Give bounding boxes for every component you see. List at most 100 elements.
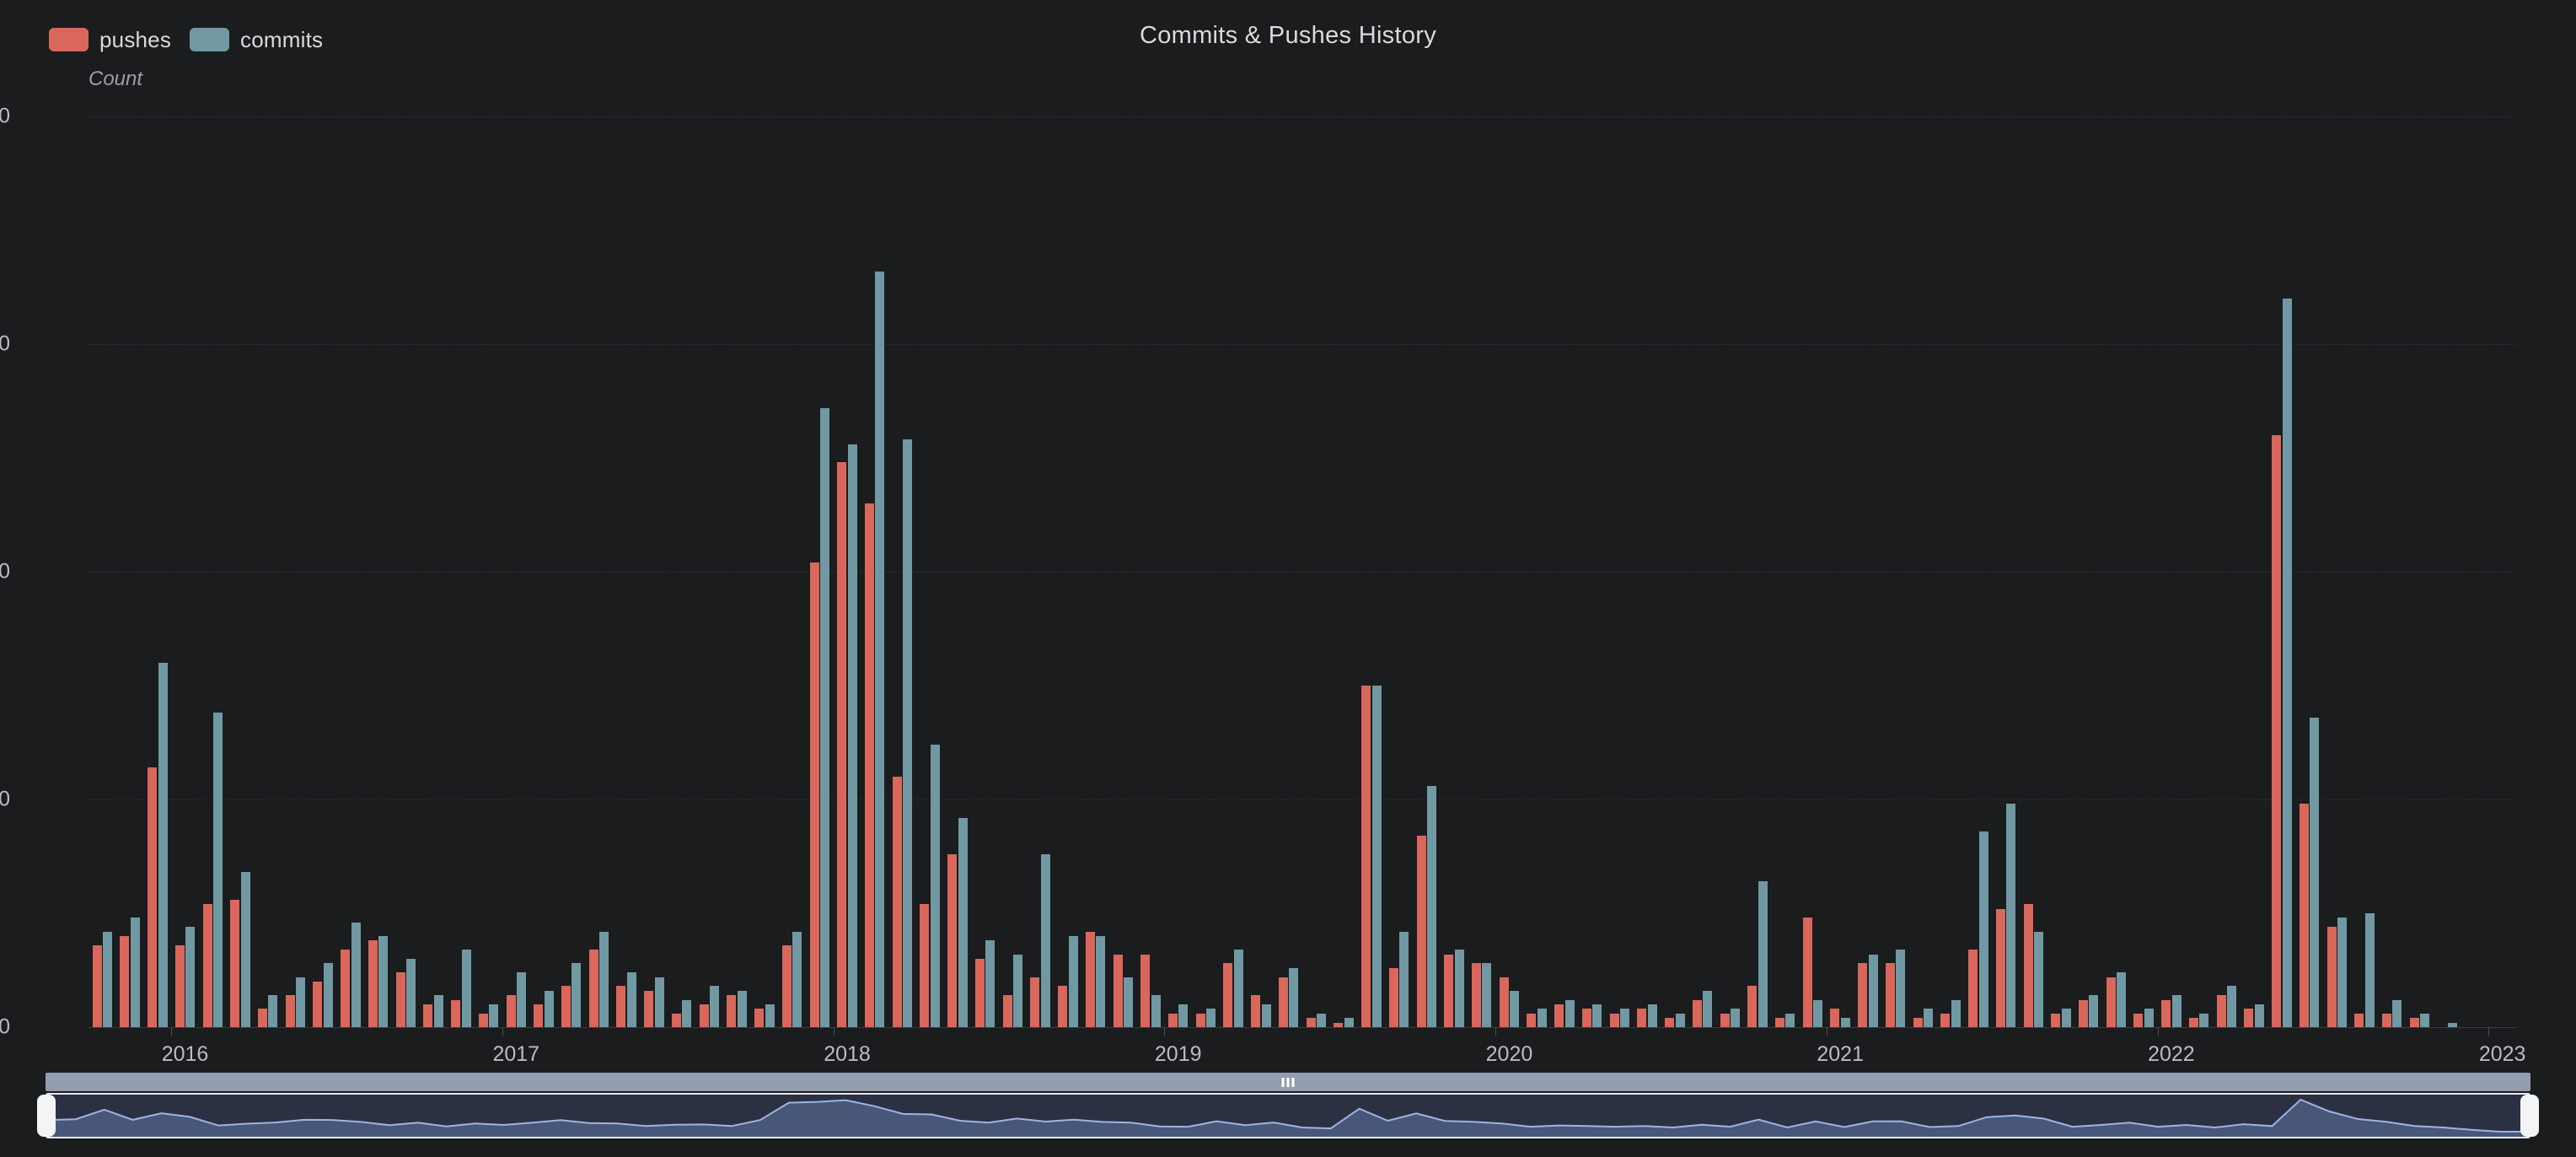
bar-pushes[interactable] [506, 995, 516, 1027]
bar-commits[interactable] [240, 872, 250, 1027]
drag-grip-icon[interactable] [1281, 1078, 1295, 1087]
bar-commits[interactable] [737, 990, 747, 1027]
bar-pushes[interactable] [341, 950, 351, 1027]
bar-commits[interactable] [406, 959, 416, 1027]
bar-commits[interactable] [1731, 1009, 1741, 1027]
bar-commits[interactable] [1040, 853, 1050, 1027]
bar-pushes[interactable] [1720, 1013, 1730, 1027]
bar-commits[interactable] [1620, 1009, 1630, 1027]
bar-pushes[interactable] [1471, 963, 1481, 1027]
bar-commits[interactable] [599, 931, 609, 1027]
bar-commits[interactable] [1289, 967, 1299, 1027]
bar-commits[interactable] [268, 995, 278, 1027]
bar-pushes[interactable] [781, 944, 792, 1027]
bar-commits[interactable] [461, 950, 471, 1027]
datazoom-scrollbar[interactable] [46, 1073, 2530, 1091]
bar-pushes[interactable] [754, 1009, 765, 1027]
datazoom-handle-right[interactable] [2520, 1095, 2539, 1137]
bar-pushes[interactable] [644, 990, 654, 1027]
bar-commits[interactable] [1785, 1013, 1795, 1027]
bar-commits[interactable] [1013, 954, 1023, 1027]
bar-pushes[interactable] [2106, 977, 2116, 1027]
bar-commits[interactable] [1371, 686, 1382, 1027]
bar-commits[interactable] [1951, 999, 1961, 1027]
bar-pushes[interactable] [1637, 1009, 1647, 1027]
bar-pushes[interactable] [120, 936, 130, 1027]
bar-pushes[interactable] [2051, 1013, 2061, 1027]
bar-pushes[interactable] [230, 899, 240, 1027]
bar-pushes[interactable] [920, 904, 930, 1027]
legend-item-commits[interactable]: commits [190, 28, 323, 51]
bar-commits[interactable] [1647, 1004, 1657, 1027]
bar-commits[interactable] [2006, 804, 2016, 1027]
bar-commits[interactable] [213, 713, 223, 1027]
bar-pushes[interactable] [809, 562, 819, 1027]
bar-commits[interactable] [2199, 1013, 2209, 1027]
bar-pushes[interactable] [92, 944, 102, 1027]
bar-commits[interactable] [2171, 995, 2182, 1027]
bar-pushes[interactable] [285, 995, 295, 1027]
bar-pushes[interactable] [1140, 954, 1151, 1027]
bar-pushes[interactable] [947, 853, 958, 1027]
bar-pushes[interactable] [313, 982, 323, 1027]
bar-pushes[interactable] [423, 1004, 433, 1027]
bar-commits[interactable] [1399, 931, 1409, 1027]
bar-commits[interactable] [1178, 1004, 1189, 1027]
bar-pushes[interactable] [1802, 918, 1812, 1027]
bar-commits[interactable] [765, 1004, 775, 1027]
bar-pushes[interactable] [202, 904, 212, 1027]
bar-pushes[interactable] [2381, 1013, 2391, 1027]
bar-commits[interactable] [2364, 913, 2375, 1027]
bar-commits[interactable] [1868, 954, 1878, 1027]
bar-pushes[interactable] [1030, 977, 1040, 1027]
bar-commits[interactable] [489, 1004, 499, 1027]
bar-pushes[interactable] [451, 999, 461, 1027]
bar-commits[interactable] [626, 972, 636, 1027]
bar-commits[interactable] [1096, 936, 1106, 1027]
bar-commits[interactable] [2282, 299, 2292, 1027]
bar-pushes[interactable] [2299, 804, 2309, 1027]
bar-pushes[interactable] [1251, 995, 1261, 1027]
bar-commits[interactable] [682, 999, 692, 1027]
bar-commits[interactable] [847, 444, 857, 1027]
bar-commits[interactable] [572, 963, 582, 1027]
bar-commits[interactable] [1151, 995, 1161, 1027]
bar-commits[interactable] [158, 663, 168, 1027]
bar-pushes[interactable] [1002, 995, 1012, 1027]
bar-pushes[interactable] [671, 1013, 681, 1027]
bar-commits[interactable] [710, 986, 720, 1027]
datazoom-preview-panel[interactable] [46, 1093, 2530, 1138]
bar-commits[interactable] [1344, 1018, 1354, 1027]
bar-commits[interactable] [185, 927, 196, 1027]
bar-commits[interactable] [103, 931, 113, 1027]
bar-commits[interactable] [2061, 1009, 2071, 1027]
bar-commits[interactable] [1978, 831, 1988, 1027]
bar-commits[interactable] [1510, 990, 1520, 1027]
bar-commits[interactable] [1592, 1004, 1602, 1027]
bar-pushes[interactable] [257, 1009, 267, 1027]
bar-pushes[interactable] [2023, 904, 2033, 1027]
bar-commits[interactable] [1537, 1009, 1547, 1027]
bar-pushes[interactable] [534, 1004, 544, 1027]
bar-commits[interactable] [1427, 785, 1437, 1027]
bar-commits[interactable] [2144, 1009, 2154, 1027]
bar-pushes[interactable] [1416, 836, 1426, 1027]
bar-commits[interactable] [1068, 936, 1078, 1027]
bar-pushes[interactable] [1609, 1013, 1619, 1027]
bar-commits[interactable] [1124, 977, 1134, 1027]
bar-commits[interactable] [1564, 999, 1575, 1027]
bar-commits[interactable] [2034, 931, 2044, 1027]
bar-commits[interactable] [875, 271, 885, 1027]
bar-pushes[interactable] [1554, 1004, 1564, 1027]
bar-pushes[interactable] [1334, 1022, 1344, 1027]
bar-pushes[interactable] [837, 462, 847, 1027]
bar-pushes[interactable] [395, 972, 405, 1027]
bar-pushes[interactable] [2078, 999, 2088, 1027]
bar-pushes[interactable] [1858, 963, 1868, 1027]
bar-pushes[interactable] [1940, 1013, 1951, 1027]
bar-pushes[interactable] [1885, 963, 1895, 1027]
bar-pushes[interactable] [864, 503, 874, 1027]
bar-commits[interactable] [2227, 986, 2237, 1027]
bar-commits[interactable] [654, 977, 664, 1027]
bar-commits[interactable] [2392, 999, 2402, 1027]
